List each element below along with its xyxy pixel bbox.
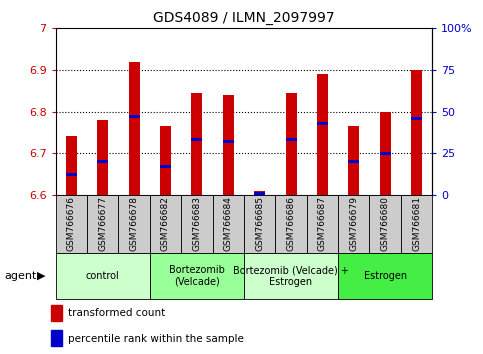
Text: control: control (86, 271, 119, 281)
Bar (97, 120, 108, 195)
Bar (66, 173, 77, 176)
Bar (56, 253, 150, 299)
Bar (128, 62, 140, 195)
Bar (244, 253, 338, 299)
Text: GSM766681: GSM766681 (412, 196, 421, 251)
Text: GSM766676: GSM766676 (67, 196, 76, 251)
Bar (338, 253, 432, 299)
Bar (348, 160, 359, 163)
Bar (150, 195, 181, 253)
Bar (254, 192, 265, 195)
Bar (317, 74, 328, 195)
Bar (244, 195, 275, 253)
Bar (317, 122, 328, 125)
Bar (223, 95, 234, 195)
Text: percentile rank within the sample: percentile rank within the sample (68, 333, 244, 344)
Bar (51, 305, 62, 321)
Text: Bortezomib
(Velcade): Bortezomib (Velcade) (169, 265, 225, 287)
Text: GSM766684: GSM766684 (224, 196, 233, 251)
Text: GSM766683: GSM766683 (192, 196, 201, 251)
Bar (401, 195, 432, 253)
Text: GSM766678: GSM766678 (129, 196, 139, 251)
Text: Estrogen: Estrogen (364, 271, 407, 281)
Bar (87, 195, 118, 253)
Text: Bortezomib (Velcade) +
Estrogen: Bortezomib (Velcade) + Estrogen (233, 265, 349, 287)
Text: GSM766677: GSM766677 (98, 196, 107, 251)
Text: GSM766679: GSM766679 (349, 196, 358, 251)
Bar (56, 195, 87, 253)
Bar (213, 195, 244, 253)
Text: GSM766682: GSM766682 (161, 196, 170, 251)
Text: GSM766685: GSM766685 (255, 196, 264, 251)
Bar (380, 112, 391, 195)
Bar (118, 195, 150, 253)
Bar (160, 165, 171, 168)
Bar (160, 126, 171, 195)
Text: GSM766687: GSM766687 (318, 196, 327, 251)
Bar (223, 140, 234, 143)
Title: GDS4089 / ILMN_2097997: GDS4089 / ILMN_2097997 (153, 11, 335, 24)
Bar (380, 152, 391, 155)
Bar (411, 70, 422, 195)
Bar (150, 253, 244, 299)
Bar (275, 195, 307, 253)
Bar (191, 93, 202, 195)
Bar (411, 117, 422, 120)
Bar (181, 195, 213, 253)
Text: GSM766680: GSM766680 (381, 196, 390, 251)
Bar (66, 137, 77, 195)
Bar (369, 195, 401, 253)
Text: GSM766686: GSM766686 (286, 196, 296, 251)
Bar (97, 160, 108, 163)
Bar (307, 195, 338, 253)
Bar (348, 126, 359, 195)
Bar (128, 115, 140, 118)
Bar (51, 330, 62, 346)
Bar (254, 190, 265, 195)
Bar (191, 138, 202, 141)
Bar (285, 93, 297, 195)
Text: agent: agent (5, 271, 37, 281)
Bar (338, 195, 369, 253)
Text: transformed count: transformed count (68, 308, 165, 318)
Bar (285, 138, 297, 141)
Text: ▶: ▶ (37, 271, 46, 281)
